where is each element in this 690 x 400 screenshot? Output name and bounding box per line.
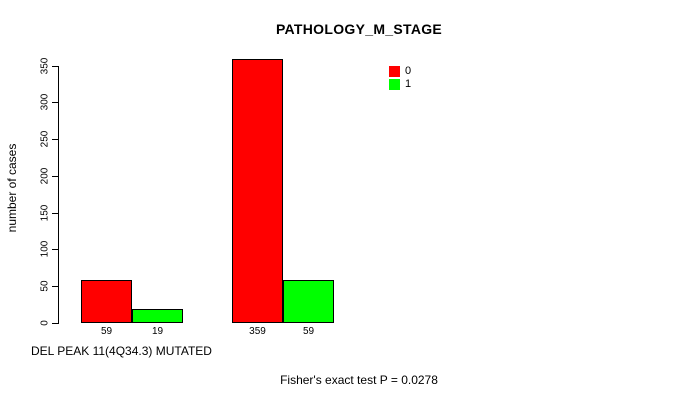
y-axis-line — [58, 66, 59, 324]
y-axis-tick-label: 350 — [39, 57, 51, 75]
legend-label-0: 0 — [405, 65, 412, 77]
fisher-test-annotation: Fisher's exact test P = 0.0278 — [280, 373, 438, 387]
y-axis-tick — [52, 102, 58, 103]
legend-item-1: 1 — [389, 79, 411, 90]
bar-1-group1 — [132, 309, 183, 323]
legend-swatch-red — [389, 66, 400, 77]
legend-item-0: 0 — [389, 66, 411, 77]
legend: 0 1 — [389, 66, 411, 92]
y-axis-tick — [52, 176, 58, 177]
y-axis-tick-label: 150 — [39, 204, 51, 222]
y-axis-tick — [52, 249, 58, 250]
y-axis-tick — [52, 66, 58, 67]
chart-title: PATHOLOGY_M_STAGE — [275, 21, 443, 37]
y-axis-tick — [52, 213, 58, 214]
y-axis-tick-label: 100 — [39, 240, 51, 258]
bar-value-label: 359 — [249, 326, 266, 337]
legend-swatch-green — [389, 79, 400, 90]
bar-value-label: 59 — [302, 326, 315, 337]
bar-value-label: 59 — [100, 326, 113, 337]
y-axis-tick-label: 250 — [39, 130, 51, 148]
y-axis-tick — [52, 323, 58, 324]
y-axis-label: number of cases — [5, 143, 19, 233]
bar-value-label: 19 — [151, 326, 164, 337]
y-axis-tick — [52, 139, 58, 140]
y-axis-tick-label: 200 — [39, 167, 51, 185]
y-axis-tick-label: 300 — [39, 93, 51, 111]
bar-0-group1 — [81, 280, 132, 323]
bar-1-group2 — [283, 280, 334, 323]
legend-label-1: 1 — [405, 78, 412, 90]
x-axis-label: DEL PEAK 11(4Q34.3) MUTATED — [31, 344, 212, 358]
y-axis-tick-label: 0 — [39, 320, 51, 326]
y-axis-tick — [52, 286, 58, 287]
bar-0-group2 — [232, 59, 283, 323]
y-axis-tick-label: 50 — [39, 280, 51, 292]
